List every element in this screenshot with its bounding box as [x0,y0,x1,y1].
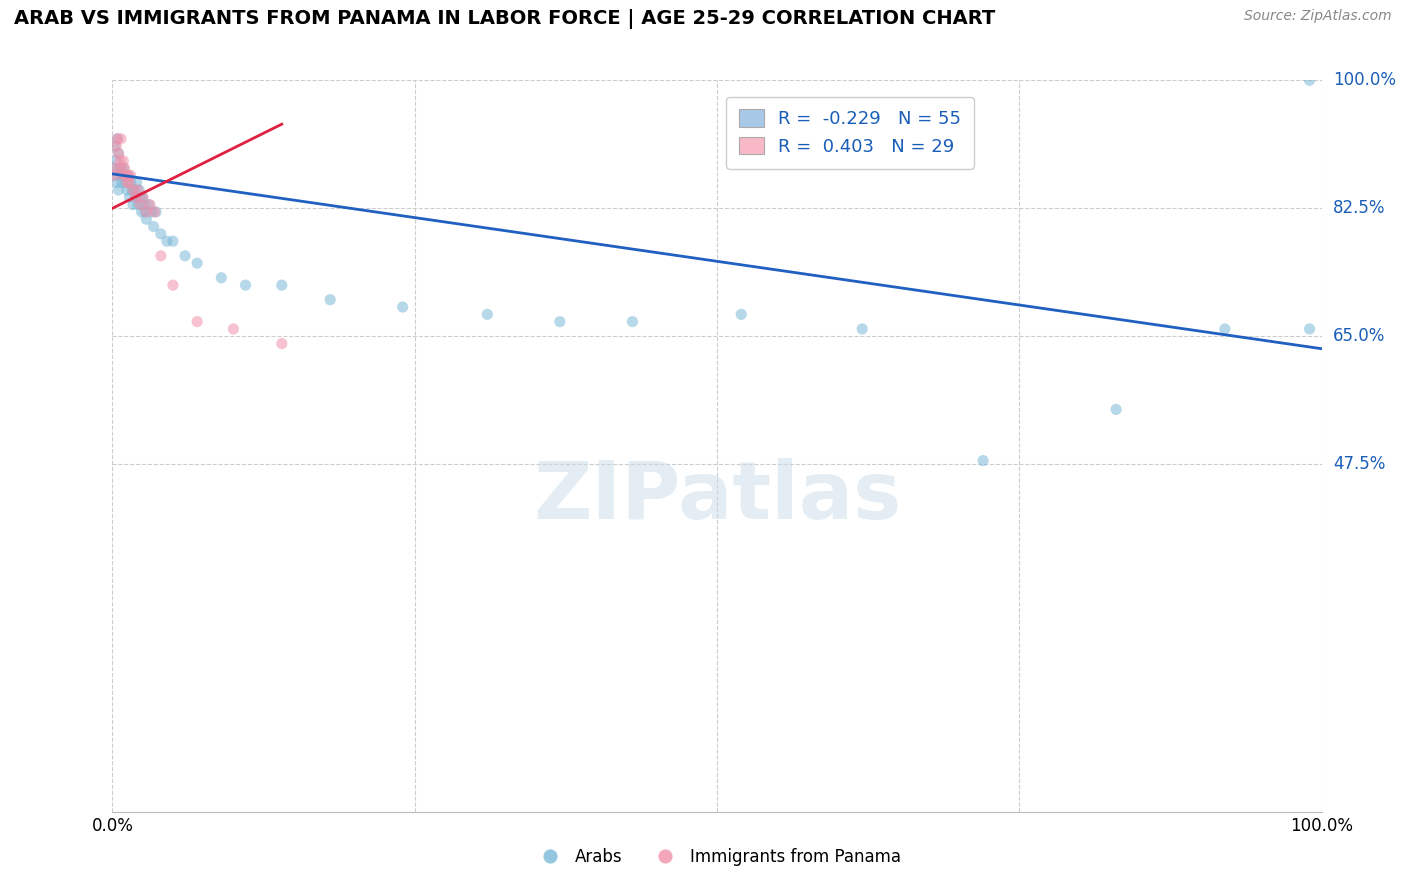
Point [548,315,571,329]
Point [149,249,172,263]
Point [270,336,292,351]
Text: Source: ZipAtlas.com: Source: ZipAtlas.com [1244,9,1392,23]
Text: 65.0%: 65.0% [1333,327,1385,345]
Point [131,205,153,219]
Point [105,139,128,153]
Point [114,169,136,183]
Point [142,219,165,234]
Point [391,300,413,314]
Point [138,197,160,211]
Point [117,169,139,183]
Point [124,190,146,204]
Point [112,161,135,175]
Point [114,169,136,183]
Point [851,322,873,336]
Point [129,197,152,211]
Point [108,161,131,175]
Text: 100.0%: 100.0% [1333,71,1396,89]
Point [972,453,994,467]
Point [110,132,132,146]
Point [115,183,138,197]
Point [111,176,134,190]
Point [621,315,644,329]
Point [1298,322,1320,336]
Point [112,153,135,168]
Point [209,270,232,285]
Point [107,146,129,161]
Text: 47.5%: 47.5% [1333,455,1385,474]
Point [222,322,245,336]
Point [110,169,132,183]
Point [120,176,142,190]
Point [118,176,141,190]
Text: 82.5%: 82.5% [1333,199,1385,218]
Point [174,249,197,263]
Point [105,132,128,146]
Point [105,176,128,190]
Point [1213,322,1236,336]
Point [1105,402,1128,417]
Point [108,153,131,168]
Point [1298,73,1320,87]
Point [120,169,142,183]
Text: ZIPatlas: ZIPatlas [533,458,901,536]
Point [145,205,167,219]
Point [141,205,163,219]
Point [730,307,752,321]
Point [121,183,143,197]
Point [115,176,138,190]
Point [132,190,155,204]
Point [105,132,128,146]
Point [477,307,499,321]
Point [114,176,136,190]
Legend: Arabs, Immigrants from Panama: Arabs, Immigrants from Panama [527,841,907,873]
Point [270,278,292,293]
Point [143,205,166,219]
Point [162,234,184,248]
Text: ARAB VS IMMIGRANTS FROM PANAMA IN LABOR FORCE | AGE 25-29 CORRELATION CHART: ARAB VS IMMIGRANTS FROM PANAMA IN LABOR … [14,9,995,29]
Point [132,190,155,204]
Point [122,197,145,211]
Point [127,183,149,197]
Point [104,161,127,175]
Point [132,197,155,211]
Point [122,183,145,197]
Point [134,205,156,219]
Point [149,227,172,241]
Point [111,169,134,183]
Point [235,278,257,293]
Point [117,169,139,183]
Point [118,190,141,204]
Point [186,315,208,329]
Point [107,146,129,161]
Point [104,139,127,153]
Point [110,161,132,175]
Point [107,183,129,197]
Point [127,197,149,211]
Point [125,176,148,190]
Point [186,256,208,270]
Point [139,197,162,211]
Point [135,212,157,227]
Point [103,169,125,183]
Point [135,205,157,219]
Point [105,169,128,183]
Point [105,153,128,168]
Point [156,234,179,248]
Point [122,183,145,197]
Point [129,190,152,204]
Point [128,183,150,197]
Point [124,190,146,204]
Point [162,278,184,293]
Point [319,293,342,307]
Point [114,161,136,175]
Point [103,161,125,175]
